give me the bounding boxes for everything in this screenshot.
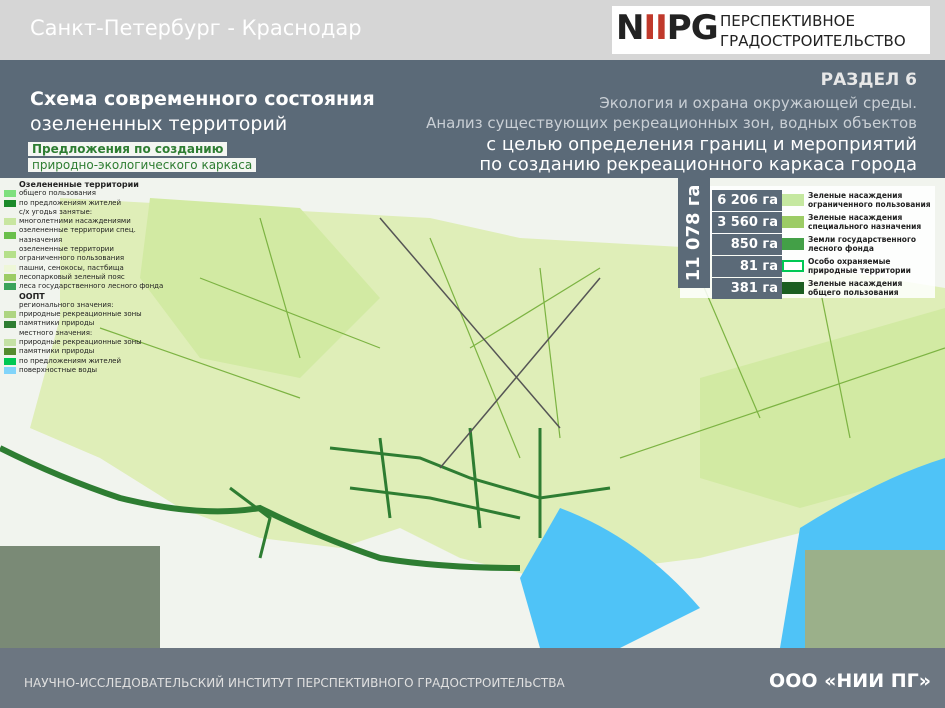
stat-label: Земли государственного лесного фонда	[808, 235, 917, 253]
footer-company: ООО «НИИ ПГ»	[769, 670, 931, 692]
legend-label: ООПТ	[19, 291, 45, 301]
subtitle: озелененных территорий	[30, 113, 288, 135]
footer-institute: НАУЧНО-ИССЛЕДОВАТЕЛЬСКИЙ ИНСТИТУТ ПЕРСПЕ…	[24, 676, 565, 690]
legend-swatch	[4, 302, 16, 309]
legend-swatch	[4, 232, 16, 240]
logo-mark: NIIPG	[616, 8, 719, 48]
legend-row: памятники природы	[4, 319, 166, 328]
legend-swatch	[4, 190, 16, 198]
legend-swatch	[4, 181, 16, 188]
legend-label: памятники природы	[19, 319, 95, 328]
stat-swatch	[782, 282, 804, 294]
legend-swatch	[4, 283, 16, 291]
section-line: по созданию рекреационного каркаса город…	[479, 154, 917, 175]
legend-label: природные рекреационные зоны	[19, 310, 142, 319]
stat-label: Зеленые насаждения специального назначен…	[808, 213, 922, 231]
legend-label: по предложениям жителей	[19, 356, 122, 365]
legend-row: озелененные территории ограниченного пол…	[4, 245, 166, 264]
legend-label: лесопарковый зеленый пояс	[19, 272, 125, 281]
stat-value: 81 га	[712, 256, 782, 277]
section-label: РАЗДЕЛ 6	[820, 70, 917, 90]
legend-swatch	[4, 330, 16, 337]
stat-label: Зеленые насаждения ограниченного пользов…	[808, 191, 931, 209]
legend-row: лесопарковый зеленый пояс	[4, 273, 166, 282]
legend-row: природные рекреационные зоны	[4, 310, 166, 319]
legend-label: регионального значения:	[19, 300, 114, 309]
legend-row: общего пользования	[4, 189, 166, 198]
stat-value: 6 206 га	[712, 190, 782, 211]
legend-row: по предложениям жителей	[4, 357, 166, 366]
legend-row: озелененные территории спец. назначения	[4, 226, 166, 245]
legend-label: с/х угодья занятые:	[19, 207, 93, 216]
legend-swatch	[4, 311, 16, 319]
legend-label: по предложениям жителей	[19, 198, 122, 207]
proposals-subtitle: природно-экологического каркаса	[28, 158, 257, 172]
legend-row: памятники природы	[4, 347, 166, 356]
legend-swatch	[4, 339, 16, 347]
legend-row: регионального значения:	[4, 301, 166, 310]
legend-swatch	[4, 274, 16, 282]
stat-value: 381 га	[712, 278, 782, 299]
legend-swatch	[4, 320, 16, 328]
legend-swatch	[4, 250, 16, 258]
legend-row: леса государственного лесного фонда	[4, 282, 166, 291]
legend-label: общего пользования	[19, 189, 96, 198]
legend: Озелененные территории общего пользования…	[4, 180, 166, 375]
legend-label: леса государственного лесного фонда	[19, 282, 164, 291]
legend-swatch	[4, 367, 16, 375]
legend-label: Озелененные территории	[19, 180, 139, 189]
title: Схема современного состояния	[30, 88, 375, 110]
legend-swatch	[4, 348, 16, 356]
legend-swatch	[4, 209, 16, 216]
stat-value: 850 га	[712, 234, 782, 255]
stat-swatch	[782, 238, 804, 250]
section-line: Анализ существующих рекреационных зон, в…	[426, 114, 917, 132]
legend-row: Озелененные территории	[4, 180, 166, 189]
legend-label: озелененные территории ограниченного пол…	[19, 245, 125, 263]
legend-label: поверхностные воды	[19, 365, 98, 374]
legend-row: поверхностные воды	[4, 366, 166, 375]
logo: NIIPG ПЕРСПЕКТИВНОЕ ГРАДОСТРОИТЕЛЬСТВО	[612, 6, 930, 54]
legend-row: местного значения:	[4, 329, 166, 338]
stat-swatch	[782, 260, 804, 272]
proposals-title: Предложения по созданию	[28, 142, 228, 156]
stat-swatch	[782, 216, 804, 228]
legend-swatch	[4, 264, 16, 272]
legend-swatch	[4, 357, 16, 365]
legend-row: многолетними насаждениями	[4, 217, 166, 226]
legend-row: с/х угодья занятые:	[4, 208, 166, 217]
footer-band	[0, 648, 945, 708]
stat-value: 3 560 га	[712, 212, 782, 233]
section-line: с целью определения границ и мероприятий	[486, 134, 917, 155]
legend-swatch	[4, 218, 16, 226]
section-line: Экология и охрана окружающей среды.	[599, 94, 917, 112]
legend-swatch	[4, 293, 16, 300]
city-caption: Санкт-Петербург - Краснодар	[30, 16, 362, 40]
legend-label: многолетними насаждениями	[19, 217, 131, 226]
legend-label: пашни, сенокосы, пастбища	[19, 263, 124, 272]
legend-label: местного значения:	[19, 328, 93, 337]
stat-label: Зеленые насаждения общего пользования	[808, 279, 903, 297]
stats-total: 11 078 га	[678, 178, 710, 288]
legend-swatch	[4, 199, 16, 207]
legend-row: ООПТ	[4, 292, 166, 301]
legend-row: пашни, сенокосы, пастбища	[4, 264, 166, 273]
org-name: ГРАДОСТРОИТЕЛЬСТВО	[720, 32, 906, 50]
legend-row: природные рекреационные зоны	[4, 338, 166, 347]
stat-label: Особо охраняемые природные территории	[808, 257, 911, 275]
legend-label: памятники природы	[19, 347, 95, 356]
org-name: ПЕРСПЕКТИВНОЕ	[720, 12, 855, 30]
legend-row: по предложениям жителей	[4, 199, 166, 208]
legend-label: природные рекреационные зоны	[19, 338, 142, 347]
legend-label: озелененные территории спец. назначения	[19, 226, 136, 244]
stat-swatch	[782, 194, 804, 206]
